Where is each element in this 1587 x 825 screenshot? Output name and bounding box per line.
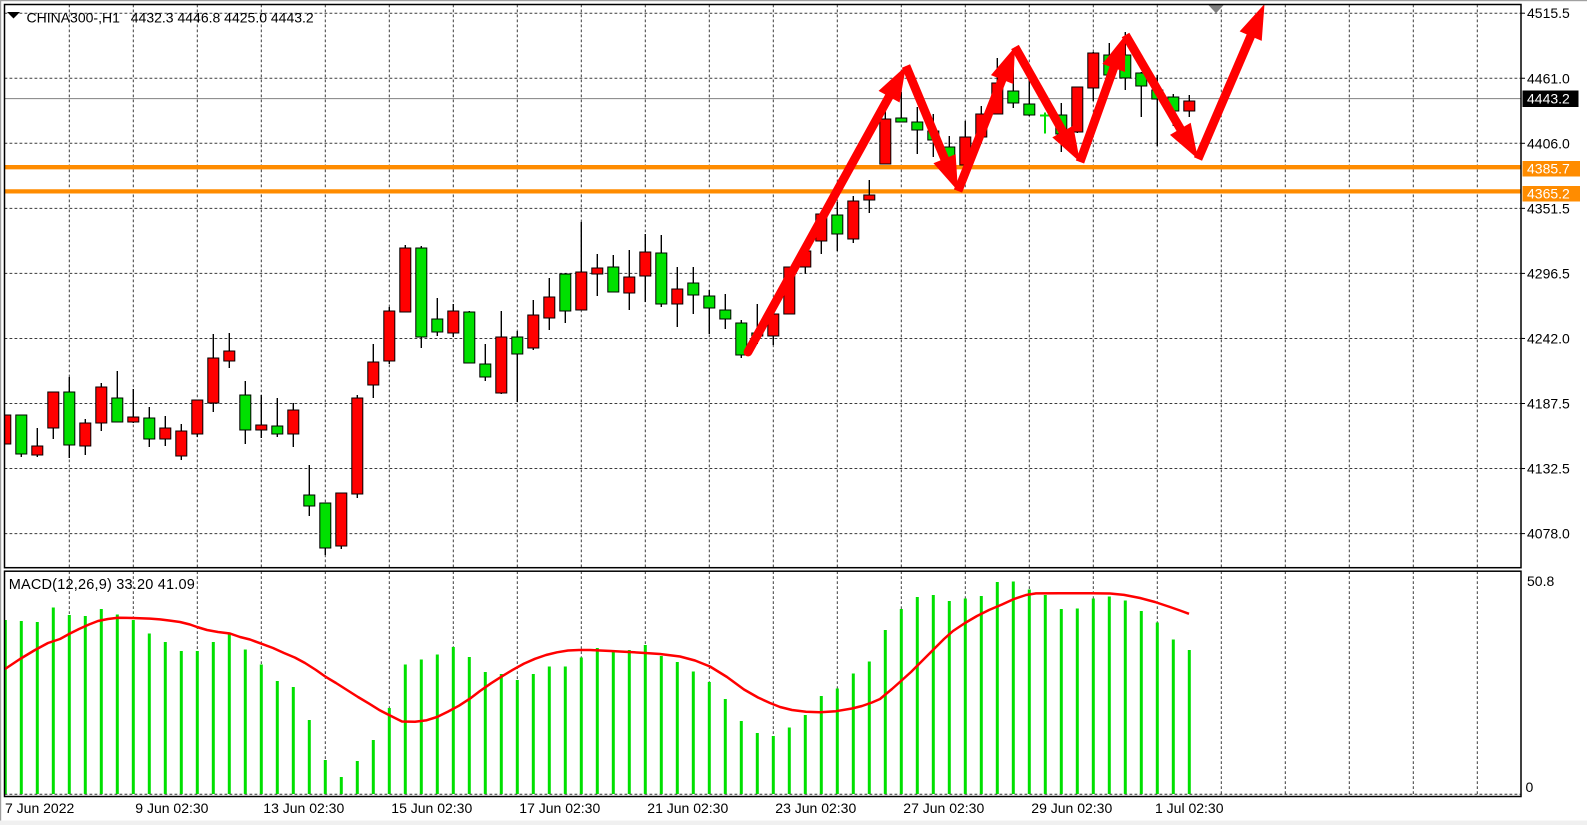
svg-text:CHINA300-,H1 4432.3 4446.8 44: CHINA300-,H1 4432.3 4446.8 4425.0 4443.2 xyxy=(27,9,314,25)
svg-text:1 Jul 02:30: 1 Jul 02:30 xyxy=(1155,800,1224,816)
svg-text:4351.5: 4351.5 xyxy=(1527,200,1570,216)
svg-text:4132.5: 4132.5 xyxy=(1527,461,1570,477)
svg-text:15 Jun 02:30: 15 Jun 02:30 xyxy=(391,800,472,816)
svg-text:4385.7: 4385.7 xyxy=(1527,161,1570,177)
svg-text:9 Jun 02:30: 9 Jun 02:30 xyxy=(135,800,208,816)
svg-text:50.8: 50.8 xyxy=(1527,573,1554,589)
svg-text:4406.0: 4406.0 xyxy=(1527,135,1570,151)
svg-text:4515.5: 4515.5 xyxy=(1527,5,1570,21)
svg-text:27 Jun 02:30: 27 Jun 02:30 xyxy=(903,800,984,816)
svg-text:MACD(12,26,9) 33.20 41.09: MACD(12,26,9) 33.20 41.09 xyxy=(9,577,195,593)
svg-text:0: 0 xyxy=(1526,779,1534,795)
svg-text:4461.0: 4461.0 xyxy=(1527,70,1570,86)
svg-text:4078.0: 4078.0 xyxy=(1527,526,1570,542)
svg-text:4443.2: 4443.2 xyxy=(1527,91,1570,107)
svg-text:4187.5: 4187.5 xyxy=(1527,396,1570,412)
svg-text:13 Jun 02:30: 13 Jun 02:30 xyxy=(263,800,344,816)
svg-text:29 Jun 02:30: 29 Jun 02:30 xyxy=(1031,800,1112,816)
svg-text:21 Jun 02:30: 21 Jun 02:30 xyxy=(647,800,728,816)
svg-text:23 Jun 02:30: 23 Jun 02:30 xyxy=(775,800,856,816)
svg-text:7 Jun 2022: 7 Jun 2022 xyxy=(5,800,74,816)
svg-text:4365.2: 4365.2 xyxy=(1527,186,1570,202)
svg-text:4242.0: 4242.0 xyxy=(1527,330,1570,346)
svg-text:17 Jun 02:30: 17 Jun 02:30 xyxy=(519,800,600,816)
svg-text:4296.5: 4296.5 xyxy=(1527,265,1570,281)
